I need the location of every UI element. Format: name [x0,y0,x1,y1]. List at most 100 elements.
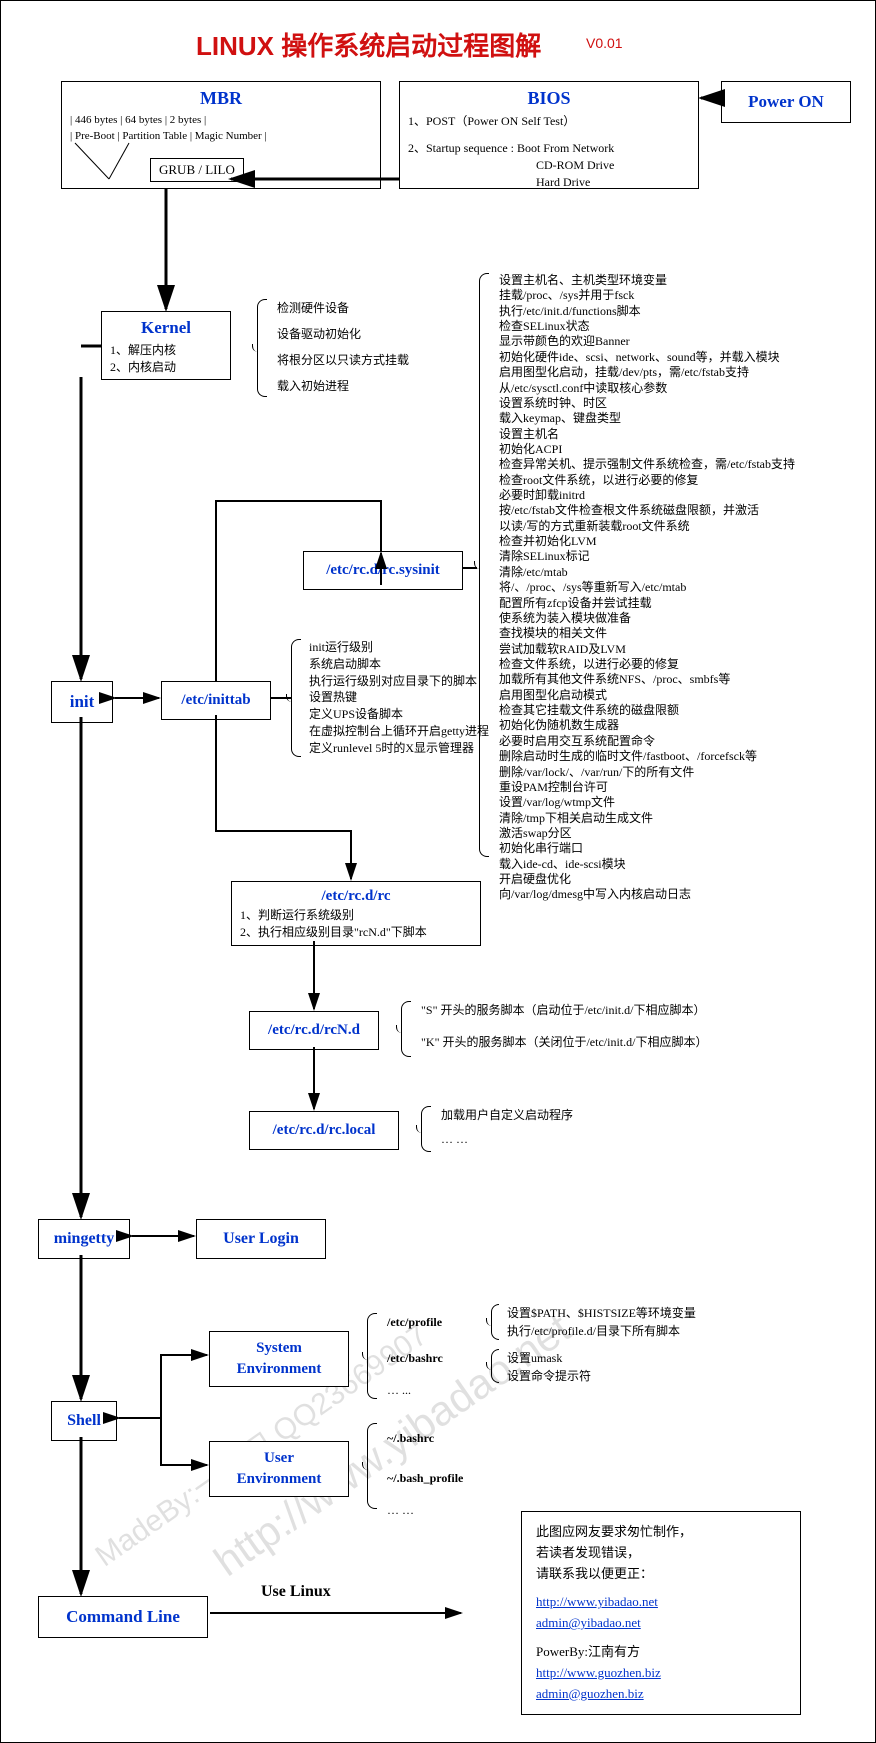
bios-line: CD-ROM Drive [408,157,690,174]
footer-link[interactable]: http://www.yibadao.net [536,1594,658,1609]
sysinit-box: /etc/rc.d/rc.sysinit [303,551,463,590]
note-line: 配置所有zfcp设备并尝试挂载 [499,596,795,611]
sysinit-notes: 设置主机名、主机类型环境变量挂载/proc、/sys并用于fsck执行/etc/… [499,273,795,903]
rcnd-label: /etc/rc.d/rcN.d [268,1022,360,1038]
note-line: 向/var/log/dmesg中写入内核启动日志 [499,887,795,902]
brace-icon [257,299,267,397]
inittab-notes: init运行级别系统启动脚本执行运行级别对应目录下的脚本设置热键定义UPS设备脚… [309,639,489,757]
userenv-files: ~/.bashrc ~/.bash_profile … … [387,1429,463,1519]
footer-line: 此图应网友要求匆忙制作， [536,1522,786,1543]
note-line: 设置热键 [309,689,489,706]
mingetty-label: mingetty [54,1230,114,1247]
bashrc-notes: 设置umask 设置命令提示符 [507,1349,591,1385]
note-line: 使系统为装入模块做准备 [499,611,795,626]
note-line: 按/etc/fstab文件检查根文件系统磁盘限额，并激活 [499,503,795,518]
rc-line: 1、判断运行系统级别 [240,907,472,924]
brace-icon [401,1001,411,1057]
footer-link[interactable]: admin@guozhen.biz [536,1686,644,1701]
init-box: init [51,681,113,723]
inittab-label: /etc/inittab [181,692,250,708]
note-line: ~/.bash_profile [387,1469,463,1487]
note-line: 初始化ACPI [499,442,795,457]
note-line: 重设PAM控制台许可 [499,780,795,795]
note-line: … … [387,1501,463,1519]
note-line: 清除/tmp下相关启动生成文件 [499,811,795,826]
note-line: 开启硬盘优化 [499,872,795,887]
brace-icon [367,1313,377,1399]
note-line: 定义runlevel 5时的X显示管理器 [309,740,489,757]
note-line: 检查异常关机、提示强制文件系统检查，需/etc/fstab支持 [499,457,795,472]
note-line: 设置umask [507,1349,591,1367]
note-line: 初始化硬件ide、scsi、network、sound等，并载入模块 [499,350,795,365]
userenv-h1: User [214,1448,344,1469]
note-line: 必要时卸载initrd [499,488,795,503]
footer-link[interactable]: http://www.guozhen.biz [536,1665,661,1680]
rc-box: /etc/rc.d/rc 1、判断运行系统级别 2、执行相应级别目录"rcN.d… [231,881,481,946]
note-line: 将根分区以只读方式挂载 [277,351,409,369]
note-line: 必要时启用交互系统配置命令 [499,734,795,749]
kernel-header: Kernel [110,316,222,340]
rclocal-label: /etc/rc.d/rc.local [273,1122,376,1138]
profile-notes: 设置$PATH、$HISTSIZE等环境变量 执行/etc/profile.d/… [507,1304,696,1340]
cmdline-label: Command Line [66,1607,180,1626]
note-line: 载入keymap、键盘类型 [499,411,795,426]
note-line: 执行/etc/profile.d/目录下所有脚本 [507,1322,696,1340]
brace-icon [421,1106,431,1152]
footer-link[interactable]: admin@yibadao.net [536,1615,641,1630]
note-line: 初始化伪随机数生成器 [499,718,795,733]
note-line: 检查root文件系统，以进行必要的修复 [499,473,795,488]
version-label: V0.01 [586,35,623,51]
userenv-h2: Environment [214,1469,344,1490]
note-line: 从/etc/sysctl.conf中读取核心参数 [499,381,795,396]
note-line: 清除SELinux标记 [499,549,795,564]
note-line: 初始化串行端口 [499,841,795,856]
brace-icon [479,273,489,857]
cmdline-box: Command Line [38,1596,208,1638]
note-line: 检查SELinux状态 [499,319,795,334]
note-line: 检测硬件设备 [277,299,409,317]
uselinux-label: Use Linux [261,1583,331,1601]
note-line: 清除/etc/mtab [499,565,795,580]
note-line: 设置/var/log/wtmp文件 [499,795,795,810]
shell-label: Shell [67,1412,101,1429]
kernel-notes: 检测硬件设备 设备驱动初始化 将根分区以只读方式挂载 载入初始进程 [277,299,409,395]
sysinit-label: /etc/rc.d/rc.sysinit [326,562,440,578]
init-label: init [70,692,95,711]
userlogin-label: User Login [223,1230,299,1247]
note-line: 激活swap分区 [499,826,795,841]
note-line: 在虚拟控制台上循环开启getty进程 [309,723,489,740]
bios-header: BIOS [408,86,690,111]
note-line: 挂载/proc、/sys并用于fsck [499,288,795,303]
note-line: 载入初始进程 [277,377,409,395]
note-line: 尝试加载软RAID及LVM [499,642,795,657]
note-line: 设备驱动初始化 [277,325,409,343]
inittab-box: /etc/inittab [161,681,271,720]
shell-box: Shell [51,1401,117,1441]
note-line: 启用图型化启动模式 [499,688,795,703]
brace-icon [491,1349,499,1383]
note-line: "S" 开头的服务脚本（启动位于/etc/init.d/下相应脚本） [421,1001,707,1019]
brace-icon [367,1423,377,1509]
grub-box: GRUB / LILO [150,158,244,182]
note-line: 查找模块的相关文件 [499,626,795,641]
brace-icon [491,1304,499,1340]
sysenv-h1: System [214,1338,344,1359]
sysenv-box: System Environment [209,1331,349,1387]
brace-icon [291,639,301,757]
mbr-header: MBR [70,86,372,111]
note-line: 设置系统时钟、时区 [499,396,795,411]
rc-line: 2、执行相应级别目录"rcN.d"下脚本 [240,924,472,941]
note-line: 将/、/proc、/sys等重新写入/etc/mtab [499,580,795,595]
sysenv-files: /etc/profile /etc/bashrc … ... [387,1313,443,1399]
note-line: 检查文件系统，以进行必要的修复 [499,657,795,672]
note-line: 删除/var/lock/、/var/run/下的所有文件 [499,765,795,780]
note-line: 设置主机名 [499,427,795,442]
bios-line: 2、Startup sequence : Boot From Network [408,140,690,157]
note-line: 启用图型化启动，挂载/dev/pts，需/etc/fstab支持 [499,365,795,380]
note-line: "K" 开头的服务脚本（关闭位于/etc/init.d/下相应脚本） [421,1033,707,1051]
note-line: 以读/写的方式重新装载root文件系统 [499,519,795,534]
footer-box: 此图应网友要求匆忙制作， 若读者发现错误， 请联系我以便更正： http://w… [521,1511,801,1715]
note-line: … ... [387,1381,443,1399]
footer-line: 若读者发现错误， [536,1543,786,1564]
note-line: 删除启动时生成的临时文件/fastboot、/forcefsck等 [499,749,795,764]
